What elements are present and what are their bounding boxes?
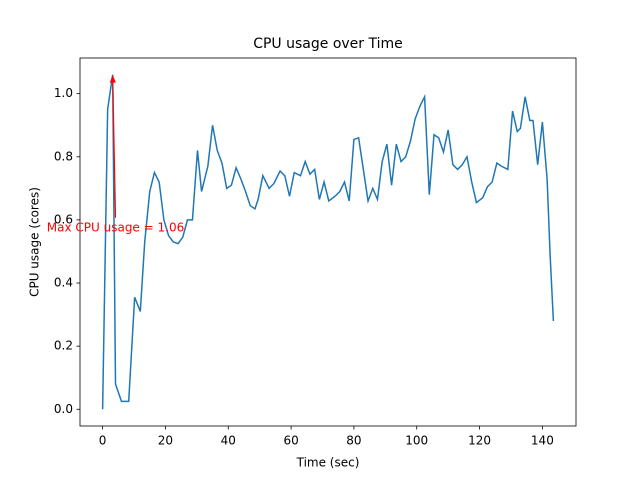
- chart-title: CPU usage over Time: [253, 36, 403, 52]
- x-axis-label: Time (sec): [296, 456, 360, 470]
- annotation-arrowhead: [109, 74, 116, 83]
- y-tick-label: 0.6: [54, 212, 73, 226]
- x-tick-label: 140: [531, 434, 554, 448]
- y-tick-label: 0.4: [54, 276, 73, 290]
- y-tick-label: 0.8: [54, 149, 73, 163]
- plot-frame: [79, 57, 577, 427]
- x-tick-label: 100: [405, 434, 428, 448]
- annotation-text: Max CPU usage = 1.06: [47, 220, 184, 234]
- x-tick-label: 120: [468, 434, 491, 448]
- x-tick-label: 80: [346, 434, 361, 448]
- annotation-arrow: [112, 82, 117, 218]
- x-tick-label: 20: [158, 434, 173, 448]
- x-tick-label: 40: [221, 434, 236, 448]
- x-tick-label: 60: [283, 434, 298, 448]
- y-tick-label: 0.0: [54, 402, 73, 416]
- y-axis-label: CPU usage (cores): [28, 187, 42, 297]
- line-series: [101, 74, 555, 410]
- y-tick-label: 1.0: [54, 86, 73, 100]
- x-tick-label: 0: [99, 434, 107, 448]
- y-tick-label: 0.2: [54, 339, 73, 353]
